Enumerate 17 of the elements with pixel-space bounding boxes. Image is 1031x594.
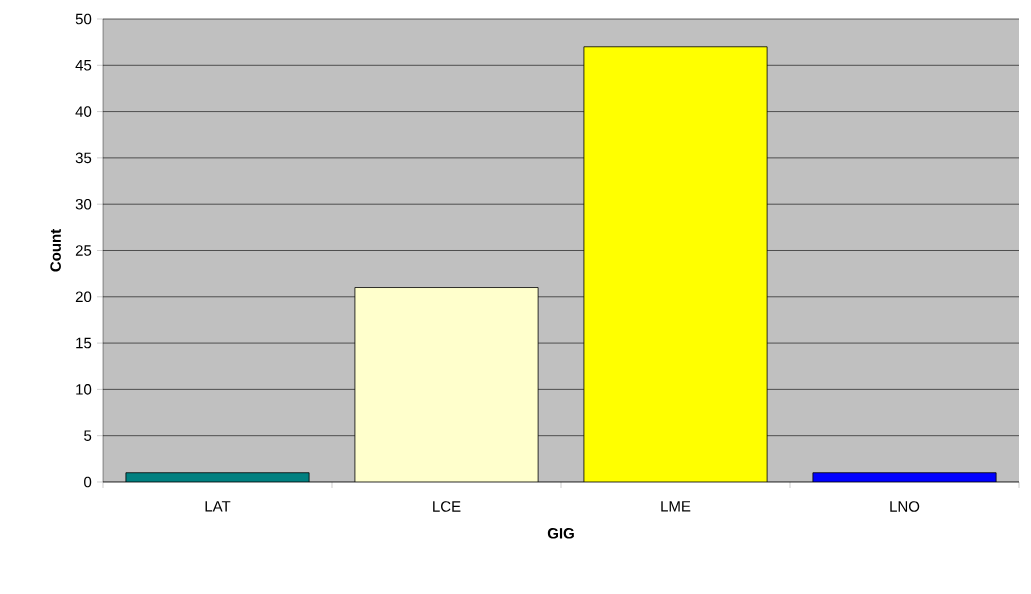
y-tick-label: 30 — [75, 198, 92, 210]
y-tick-label: 45 — [75, 60, 92, 71]
y-tick-label: 0 — [84, 476, 92, 488]
y-tick-label: 40 — [75, 106, 92, 117]
y-tick-label: 50 — [75, 13, 92, 25]
y-axis-title: Count — [50, 229, 61, 272]
x-axis-title: GIG — [547, 528, 574, 539]
y-tick-label: 25 — [75, 245, 92, 256]
y-tick-label: 20 — [75, 291, 92, 303]
x-tick-label: LME — [661, 501, 691, 512]
x-tick-label: LCE — [433, 501, 461, 512]
x-tick-label: LAT — [205, 501, 231, 512]
x-tick-label: LNO — [890, 501, 920, 512]
y-tick-label: 15 — [76, 337, 92, 349]
y-tick-label: 35 — [75, 152, 92, 164]
y-tick-label: 5 — [84, 430, 92, 441]
y-tick-label: 10 — [76, 384, 92, 395]
